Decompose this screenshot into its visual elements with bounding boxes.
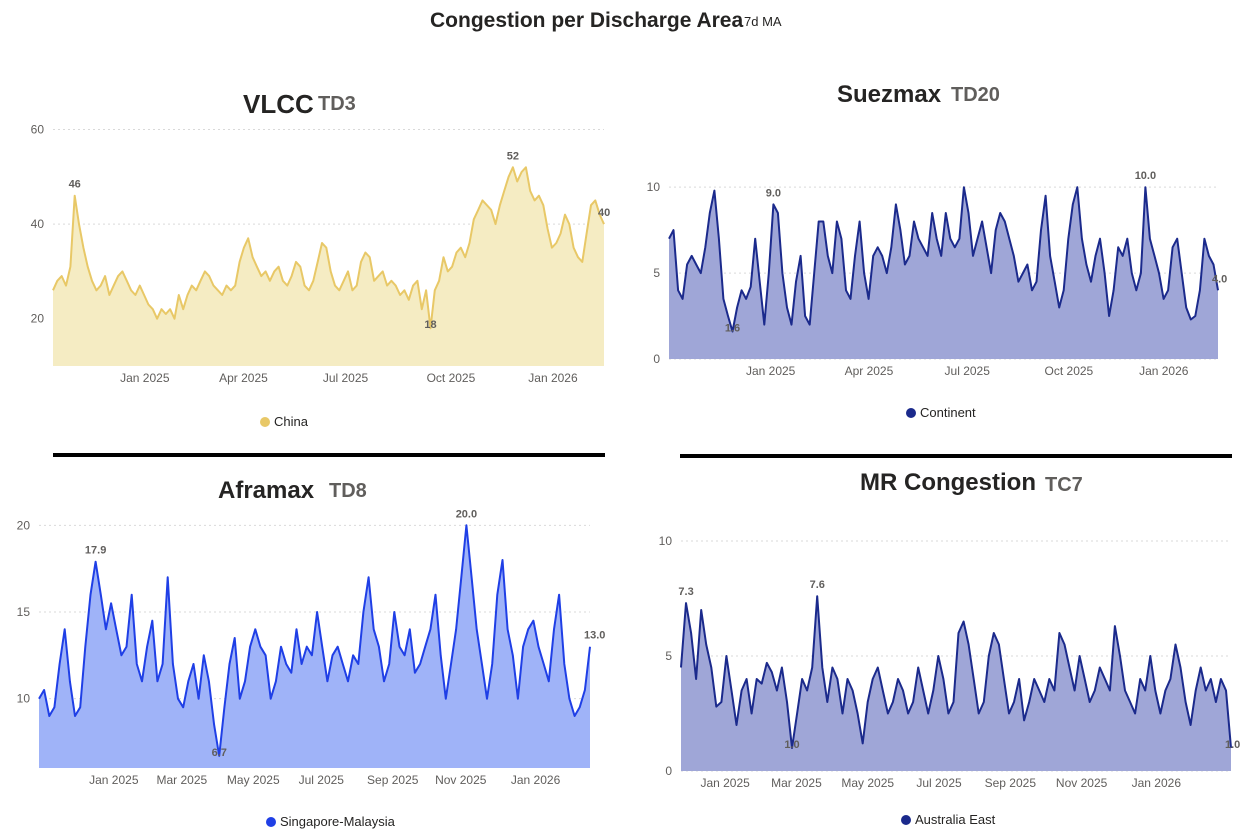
- data-label: 1.6: [725, 323, 740, 335]
- legend-vlcc[interactable]: China: [260, 414, 308, 429]
- data-label: 1.0: [784, 739, 799, 751]
- y-tick-label: 0: [653, 352, 660, 366]
- legend-aframax[interactable]: Singapore-Malaysia: [266, 814, 395, 829]
- data-label: 7.3: [678, 586, 693, 598]
- x-tick-label: Jan 2025: [746, 364, 796, 378]
- area-fill-aframax: [39, 525, 590, 768]
- chart-aframax: 10 15 20 Jan 2025 Mar 2025 May 2025 Jul 2025 Se…: [17, 508, 606, 787]
- series-line-mr: [680, 595, 1232, 749]
- x-tick-label: Jan 2026: [528, 371, 578, 385]
- y-tick-label: 20: [17, 518, 31, 532]
- x-tick-label: Jul 2025: [299, 773, 345, 787]
- y-tick-label: 60: [31, 122, 45, 136]
- x-tick-label: Mar 2025: [771, 776, 822, 790]
- y-tick-label: 20: [31, 312, 45, 326]
- area-fill-vlcc: [53, 167, 604, 366]
- x-tick-label: Mar 2025: [157, 773, 208, 787]
- x-tick-label: Oct 2025: [427, 371, 476, 385]
- legend-dot-icon: [901, 814, 911, 825]
- x-tick-label: Jan 2026: [511, 773, 561, 787]
- data-label: 17.9: [85, 545, 106, 557]
- chart-code-aframax: TD8: [329, 480, 367, 502]
- chart-vlcc: 20 40 60 Jan 2025 Apr 2025 Jul 2025 Oct 2025 Ja…: [31, 122, 611, 385]
- x-tick-label: Jan 2025: [120, 371, 170, 385]
- x-tick-label: Nov 2025: [435, 773, 487, 787]
- x-tick-label: Jan 2025: [89, 773, 139, 787]
- x-tick-label: Sep 2025: [985, 776, 1037, 790]
- page-subtitle: 7d MA: [744, 14, 782, 29]
- chart-code-suezmax: TD20: [951, 84, 1000, 106]
- x-tick-label: Jan 2026: [1132, 776, 1182, 790]
- legend-suezmax[interactable]: Continent: [906, 405, 976, 420]
- x-tick-label: May 2025: [227, 773, 280, 787]
- x-tick-label: Jan 2026: [1139, 364, 1189, 378]
- section-divider-left: [53, 453, 605, 457]
- legend-label-aframax: Singapore-Malaysia: [280, 814, 395, 829]
- legend-label-mr: Australia East: [915, 812, 996, 827]
- x-tick-label: Apr 2025: [845, 364, 894, 378]
- legend-label-vlcc: China: [274, 414, 308, 429]
- y-tick-label: 10: [17, 692, 31, 706]
- area-fill-mr: [681, 596, 1231, 771]
- legend-mr[interactable]: Australia East: [901, 812, 995, 827]
- y-tick-label: 0: [665, 764, 672, 778]
- chart-title-vlcc: VLCC: [243, 89, 314, 119]
- x-tick-label: Oct 2025: [1045, 364, 1094, 378]
- x-tick-label: Jul 2025: [945, 364, 991, 378]
- chart-code-mr: TC7: [1045, 474, 1083, 496]
- data-label: 6.7: [212, 747, 227, 759]
- x-tick-label: Jul 2025: [323, 371, 369, 385]
- data-label: 40: [598, 207, 610, 219]
- section-divider-right: [680, 454, 1232, 458]
- x-tick-label: Apr 2025: [219, 371, 268, 385]
- series-line-suezmax: [668, 186, 1219, 333]
- chart-code-vlcc: TD3: [318, 93, 356, 115]
- y-tick-label: 5: [665, 649, 672, 663]
- series-line-vlcc: [52, 166, 605, 330]
- legend-dot-icon: [260, 416, 270, 427]
- data-label: 20.0: [456, 508, 477, 520]
- chart-title-aframax: Aframax: [218, 477, 315, 504]
- legend-dot-icon: [266, 816, 276, 827]
- data-label: 52: [507, 150, 519, 162]
- y-tick-label: 5: [653, 266, 660, 280]
- chart-title-mr: MR Congestion: [860, 469, 1036, 496]
- y-tick-label: 15: [17, 605, 31, 619]
- data-label: 13.0: [584, 630, 605, 642]
- x-tick-label: Sep 2025: [367, 773, 419, 787]
- data-label: 7.6: [810, 579, 825, 591]
- data-label: 18: [424, 319, 436, 331]
- chart-suezmax: 0 5 10 Jan 2025 Apr 2025 Jul 2025 Oct 2025 Jan …: [647, 170, 1228, 378]
- y-tick-label: 40: [31, 217, 45, 231]
- data-label: 46: [69, 179, 81, 191]
- series-line-aframax: [38, 524, 591, 757]
- legend-label-suezmax: Continent: [920, 405, 976, 420]
- x-tick-label: May 2025: [841, 776, 894, 790]
- data-label: 9.0: [766, 187, 781, 199]
- data-label: 10.0: [1135, 170, 1156, 182]
- x-tick-label: Jan 2025: [700, 776, 750, 790]
- x-tick-label: Jul 2025: [916, 776, 962, 790]
- data-label: 4.0: [1212, 273, 1227, 285]
- chart-title-suezmax: Suezmax: [837, 81, 942, 108]
- legend-dot-icon: [906, 407, 916, 418]
- data-label: 1.0: [1225, 739, 1240, 751]
- y-tick-label: 10: [659, 534, 673, 548]
- x-tick-label: Nov 2025: [1056, 776, 1108, 790]
- page-title: Congestion per Discharge Area: [430, 9, 744, 32]
- y-tick-label: 10: [647, 180, 661, 194]
